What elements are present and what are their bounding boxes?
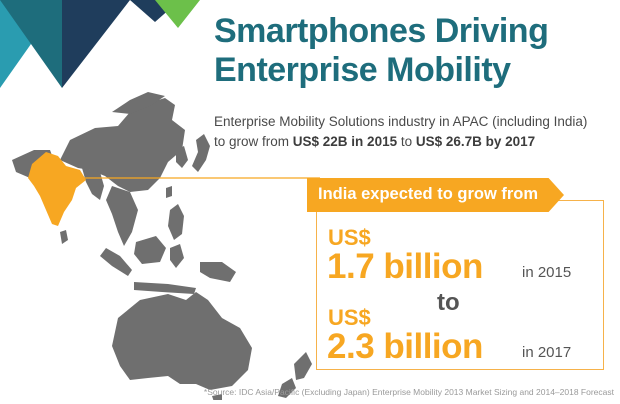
callout-banner — [307, 178, 564, 212]
connector-text: to — [437, 289, 460, 316]
title-line-1: Smartphones Driving — [214, 12, 549, 50]
india-highlight-icon — [28, 152, 86, 226]
source-note: *Source: IDC Asia/Pacific (Excluding Jap… — [203, 387, 614, 397]
asia-pacific-map-icon — [12, 92, 320, 400]
subtitle-prefix: to grow from — [214, 134, 293, 149]
subtitle-line-2: to grow from US$ 22B in 2015 to US$ 26.7… — [214, 132, 614, 152]
first-year: in 2015 — [522, 264, 572, 281]
first-currency: US$ — [328, 225, 371, 250]
first-amount: 1.7 billion — [327, 247, 483, 286]
subtitle-line-1: Enterprise Mobility Solutions industry i… — [214, 114, 588, 129]
decorative-triangles-icon — [0, 0, 200, 88]
subtitle-value-1: US$ 22B in 2015 — [292, 134, 398, 149]
subtitle: Enterprise Mobility Solutions industry i… — [214, 112, 614, 152]
second-currency: US$ — [328, 305, 371, 330]
subtitle-value-2: US$ 26.7B by 2017 — [415, 134, 536, 149]
callout-banner-label: India expected to grow from — [318, 185, 539, 203]
title-line-2: Enterprise Mobility — [214, 51, 511, 89]
second-year: in 2017 — [522, 344, 572, 361]
second-amount: 2.3 billion — [327, 327, 483, 366]
subtitle-mid: to — [397, 134, 416, 149]
page-title: Smartphones Driving Enterprise Mobility — [214, 12, 549, 90]
